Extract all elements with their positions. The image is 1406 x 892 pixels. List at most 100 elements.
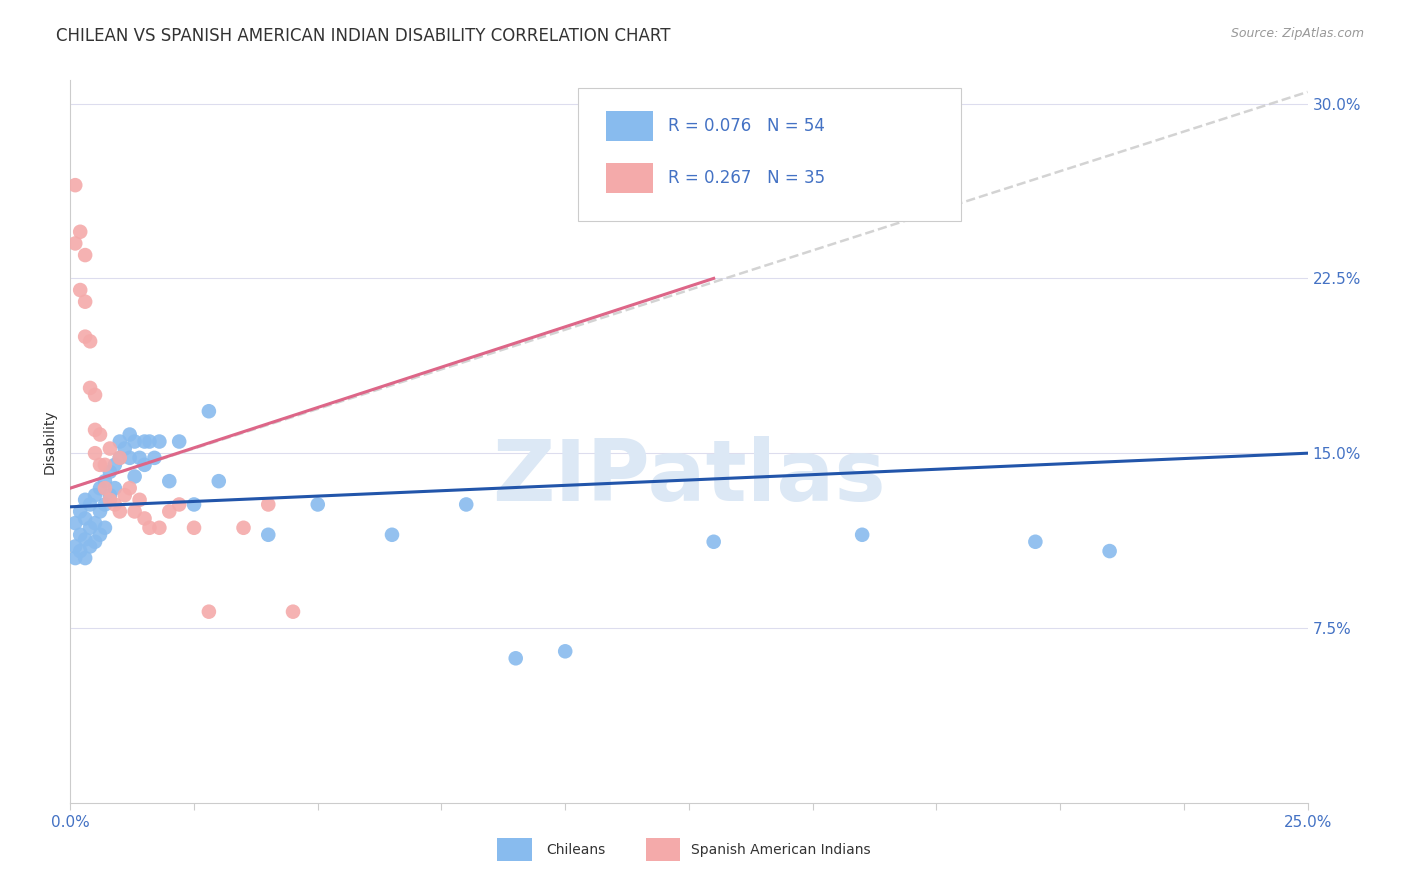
Point: [69, 544, 91, 558]
Point: [118, 427, 141, 442]
Point: [94, 521, 117, 535]
Point: [75, 248, 97, 262]
Point: [79, 521, 101, 535]
Point: [198, 404, 221, 418]
Point: [1024, 534, 1046, 549]
Point: [84, 488, 107, 502]
Point: [79, 498, 101, 512]
Point: [75, 492, 97, 507]
Point: [65, 236, 87, 251]
Point: [138, 434, 160, 449]
Point: [79, 381, 101, 395]
Point: [114, 488, 136, 502]
Point: [232, 521, 254, 535]
Point: [183, 521, 205, 535]
Point: [65, 516, 87, 530]
Point: [307, 498, 329, 512]
Point: [703, 534, 725, 549]
Point: [98, 492, 121, 507]
Point: [124, 504, 146, 518]
Point: [148, 521, 170, 535]
Point: [108, 504, 131, 518]
Point: [69, 504, 91, 518]
Point: [124, 469, 146, 483]
Bar: [606, 111, 652, 141]
Point: [89, 528, 111, 542]
Point: [157, 474, 180, 488]
Point: [89, 481, 111, 495]
Point: [69, 283, 91, 297]
Point: [75, 533, 97, 547]
Point: [75, 329, 97, 343]
Text: Spanish American Indians: Spanish American Indians: [692, 843, 872, 856]
Point: [65, 551, 87, 566]
Point: [148, 434, 170, 449]
Point: [94, 481, 117, 495]
Point: [505, 651, 527, 665]
Text: R = 0.076   N = 54: R = 0.076 N = 54: [668, 117, 825, 135]
Point: [84, 388, 107, 402]
Point: [84, 446, 107, 460]
Point: [257, 528, 280, 542]
Point: [79, 334, 101, 349]
Point: [134, 458, 156, 472]
Point: [281, 605, 304, 619]
Point: [98, 488, 121, 502]
Point: [124, 434, 146, 449]
Point: [134, 434, 156, 449]
Point: [65, 178, 87, 193]
Point: [94, 474, 117, 488]
Point: [69, 528, 91, 542]
Point: [108, 450, 131, 465]
Point: [114, 442, 136, 456]
Point: [128, 492, 150, 507]
Point: [75, 294, 97, 309]
Point: [75, 511, 97, 525]
Point: [1098, 544, 1121, 558]
Point: [118, 450, 141, 465]
Point: [118, 481, 141, 495]
Point: [98, 465, 121, 479]
Point: [128, 450, 150, 465]
Text: R = 0.267   N = 35: R = 0.267 N = 35: [668, 169, 825, 186]
Point: [79, 540, 101, 554]
Point: [851, 528, 873, 542]
Point: [167, 498, 190, 512]
FancyBboxPatch shape: [578, 87, 962, 221]
Bar: [645, 838, 681, 862]
Point: [198, 605, 221, 619]
Point: [183, 498, 205, 512]
Point: [89, 427, 111, 442]
Point: [84, 534, 107, 549]
Point: [554, 644, 576, 658]
Point: [75, 551, 97, 566]
Point: [98, 442, 121, 456]
Point: [69, 225, 91, 239]
Point: [456, 498, 478, 512]
Point: [208, 474, 231, 488]
Point: [157, 504, 180, 518]
Point: [104, 458, 127, 472]
Point: [257, 498, 280, 512]
Point: [94, 458, 117, 472]
Point: [108, 434, 131, 449]
Point: [138, 521, 160, 535]
Text: ZIPatlas: ZIPatlas: [492, 436, 886, 519]
Point: [143, 450, 166, 465]
Point: [134, 511, 156, 525]
Point: [167, 434, 190, 449]
Point: [84, 516, 107, 530]
Point: [104, 498, 127, 512]
Text: Chileans: Chileans: [547, 843, 606, 856]
Bar: [606, 162, 652, 193]
Text: CHILEAN VS SPANISH AMERICAN INDIAN DISABILITY CORRELATION CHART: CHILEAN VS SPANISH AMERICAN INDIAN DISAB…: [56, 27, 671, 45]
Point: [381, 528, 404, 542]
Point: [94, 498, 117, 512]
Point: [89, 504, 111, 518]
Point: [104, 481, 127, 495]
Point: [65, 540, 87, 554]
Y-axis label: Disability: Disability: [42, 409, 56, 474]
Point: [89, 458, 111, 472]
Bar: [498, 838, 531, 862]
Point: [84, 423, 107, 437]
